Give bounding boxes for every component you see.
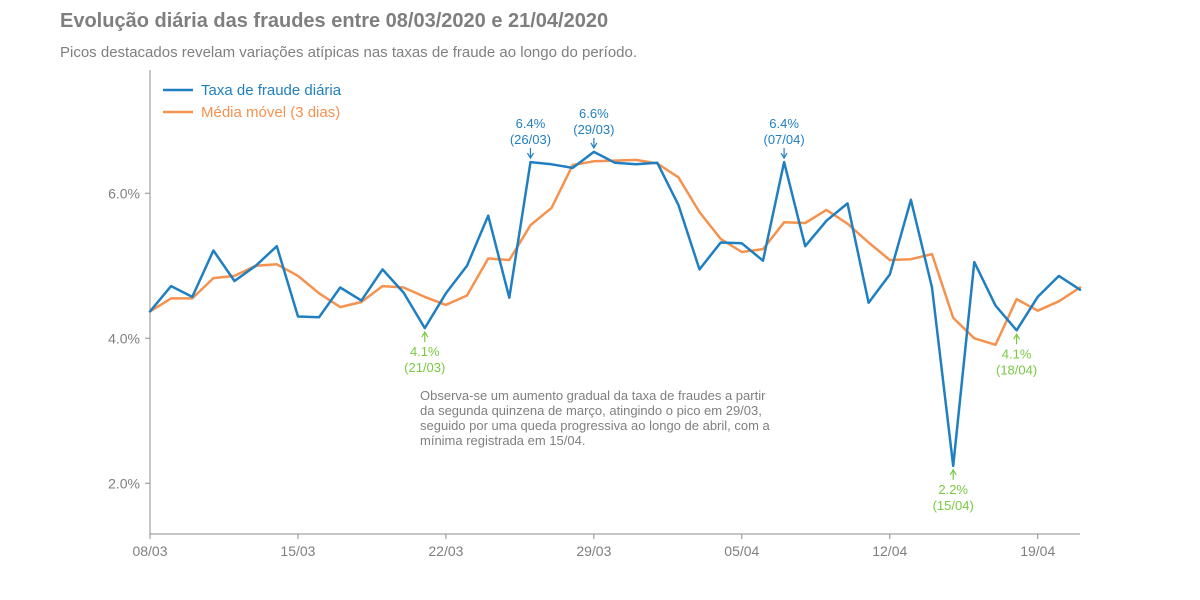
note-line: da segunda quinzena de março, atingindo …: [420, 403, 762, 418]
annotation-arrow-head: [949, 468, 957, 476]
annotation-value: 6.6%: [579, 106, 609, 121]
annotation-date: (26/03): [510, 132, 551, 147]
annotation-date: (29/03): [573, 122, 614, 137]
annotation-value: 6.4%: [516, 116, 546, 131]
annotation-arrow-head: [526, 152, 534, 160]
chart-title: Evolução diária das fraudes entre 08/03/…: [60, 10, 609, 32]
annotation-date: (15/04): [933, 498, 974, 513]
annotation-arrow-head: [780, 152, 788, 160]
chart-note: Observa-se um aumento gradual da taxa de…: [420, 388, 771, 448]
chart-axes: 2.0% 4.0% 6.0% 08/03 15/03 22/03 29/03 05/04 12/…: [108, 70, 1080, 559]
y-tick-label: 2.0%: [108, 475, 140, 491]
annotation-arrow-head: [590, 142, 598, 150]
annotation-arrow-head: [421, 330, 429, 338]
note-line: Observa-se um aumento gradual da taxa de…: [420, 388, 766, 403]
legend-label: Taxa de fraude diária: [201, 82, 342, 99]
note-line: mínima registrada em 15/04.: [420, 433, 585, 448]
series-line-daily-rate: [148, 150, 1082, 468]
x-tick-label: 19/04: [1020, 543, 1055, 559]
annotation-peak: 6.4%(07/04): [763, 116, 805, 160]
annotation-trough: 2.2%(15/04): [933, 468, 974, 513]
annotation-trough: 4.1%(21/03): [404, 330, 445, 375]
annotation-value: 4.1%: [1002, 346, 1032, 361]
y-tick-label: 4.0%: [108, 330, 140, 346]
legend-label: Média móvel (3 dias): [201, 104, 340, 121]
annotation-date: (18/04): [996, 362, 1037, 377]
series-line-moving-average: [148, 158, 1082, 347]
y-tick-label: 6.0%: [108, 185, 140, 201]
chart-legend: Taxa de fraude diária Média móvel (3 dias…: [163, 82, 342, 121]
annotation-peak: 6.4%(26/03): [510, 116, 551, 160]
annotation-date: (07/04): [763, 132, 804, 147]
annotation-date: (21/03): [404, 360, 445, 375]
chart-lines: [148, 150, 1082, 468]
annotation-value: 2.2%: [938, 482, 968, 497]
x-tick-label: 22/03: [428, 543, 463, 559]
x-tick-label: 08/03: [132, 543, 167, 559]
annotation-value: 4.1%: [410, 344, 440, 359]
x-tick-label: 05/04: [724, 543, 759, 559]
annotation-peak: 6.6%(29/03): [573, 106, 614, 150]
x-tick-label: 29/03: [576, 543, 611, 559]
chart-annotations: 6.4%(26/03)6.6%(29/03) 6.4%(07/04)4.1%(21…: [404, 106, 1037, 513]
annotation-arrow-head: [1013, 333, 1021, 340]
annotation-trough: 4.1%(18/04): [996, 333, 1037, 377]
chart-subtitle: Picos destacados revelam variações atípi…: [60, 44, 638, 61]
annotation-value: 6.4%: [769, 116, 799, 131]
x-tick-label: 12/04: [872, 543, 907, 559]
x-tick-label: 15/03: [280, 543, 315, 559]
note-line: seguido por uma queda progressiva ao lon…: [420, 418, 771, 433]
